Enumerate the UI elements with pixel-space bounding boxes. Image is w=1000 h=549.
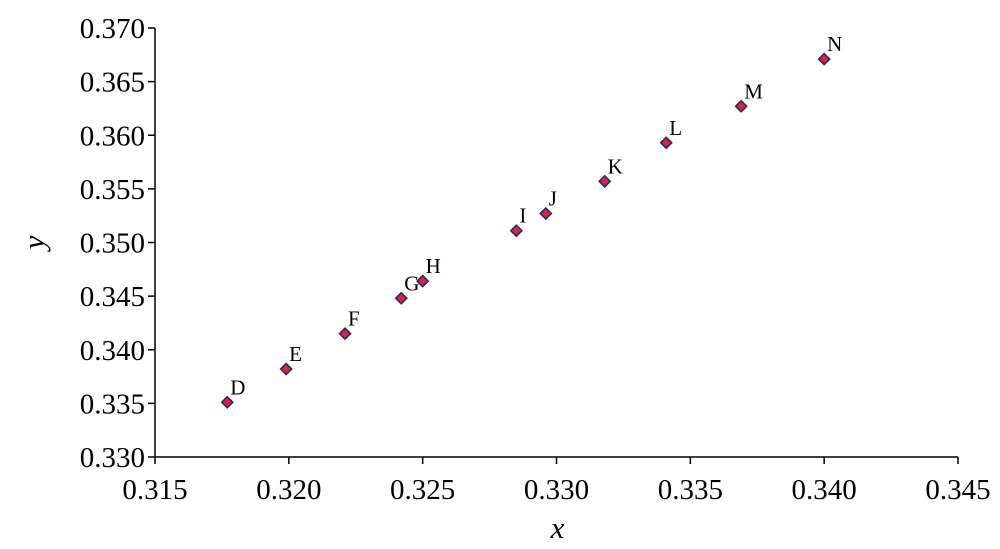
y-tick-label: 0.355 xyxy=(80,174,145,206)
y-tick-label: 0.360 xyxy=(80,120,145,152)
x-tick-label: 0.330 xyxy=(524,474,589,506)
data-point-E xyxy=(279,362,293,376)
data-point-J xyxy=(539,206,553,221)
x-axis-ticks: 0.315 0.320 0.325 0.330 0.335 0.340 0.345 xyxy=(122,457,991,506)
x-tick-label: 0.345 xyxy=(925,474,990,506)
point-label-F: F xyxy=(348,307,360,331)
y-tick-label: 0.370 xyxy=(80,13,145,45)
point-label-L: L xyxy=(669,116,682,140)
data-point-D xyxy=(220,395,234,409)
x-tick-label: 0.325 xyxy=(390,474,455,506)
point-label-D: D xyxy=(230,375,245,399)
x-tick-label: 0.315 xyxy=(122,474,187,506)
y-tick-label: 0.350 xyxy=(80,228,145,260)
point-label-N: N xyxy=(827,32,842,56)
data-points xyxy=(220,52,831,409)
data-point-K xyxy=(598,174,612,188)
x-tick-label: 0.340 xyxy=(792,474,857,506)
point-label-E: E xyxy=(289,342,302,366)
point-label-G: G xyxy=(404,271,419,295)
data-point-I xyxy=(509,224,523,238)
y-tick-label: 0.340 xyxy=(80,335,145,367)
data-point-labels: D E F GH IJ K L M N xyxy=(230,32,842,399)
data-point-M xyxy=(734,99,748,113)
point-label-K: K xyxy=(608,154,623,178)
data-point-H xyxy=(416,274,430,288)
y-tick-label: 0.330 xyxy=(80,442,145,474)
x-tick-label: 0.335 xyxy=(658,474,723,506)
x-tick-label: 0.320 xyxy=(256,474,321,506)
y-tick-label: 0.335 xyxy=(80,388,145,420)
data-point-G xyxy=(394,291,408,305)
y-tick-label: 0.345 xyxy=(80,281,145,313)
y-axis-title: y xyxy=(16,235,51,252)
point-label-J: J xyxy=(549,187,557,211)
data-point-L xyxy=(659,136,673,150)
data-point-N xyxy=(817,52,831,66)
x-axis-title: x xyxy=(550,510,565,545)
y-tick-label: 0.365 xyxy=(80,67,145,99)
y-axis-ticks: 0.330 0.335 0.340 0.345 0.350 0.355 0.360 0.365… xyxy=(80,13,155,474)
point-label-I: I xyxy=(519,204,526,228)
point-label-H: H xyxy=(426,254,441,278)
data-point-F xyxy=(338,327,352,341)
point-label-M: M xyxy=(744,79,763,103)
